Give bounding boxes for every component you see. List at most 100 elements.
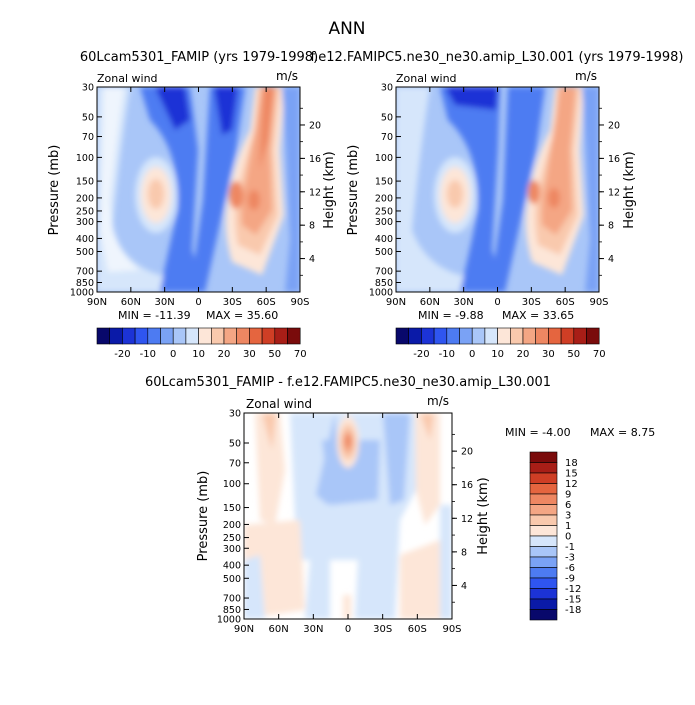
panel-difference-axes: 90N 60N 30N 0 30S 60S 90S 30 50 70 100 150 200 250300… — [217, 409, 473, 636]
panel-right: f.e12.FAMIPC5.ne30_ne30.amip_L30.001 (yr… — [311, 50, 684, 360]
right-colorbar-label: 0 — [469, 349, 475, 360]
left-colorbar-label: 0 — [170, 349, 176, 360]
difference-colorbar-label: 15 — [565, 469, 578, 480]
panel-left-axes: 90N 60N 30N 0 30S 60S 90S 30 50 70 100 150 200 250300… — [70, 83, 321, 309]
left-colorbar-swatch — [223, 327, 237, 345]
right-colorbar-swatch — [395, 327, 409, 345]
difference-colorbar-swatch — [529, 472, 558, 484]
left-colorbar-swatch — [261, 327, 276, 345]
difference-colorbar-swatch — [529, 483, 558, 495]
right-colorbar-swatch — [548, 327, 562, 345]
right-pressure-tick-label: 30 — [381, 83, 393, 94]
panel-difference-min-label: MIN = -4.00 — [505, 426, 571, 439]
difference-pressure-tick-label: 150 — [223, 503, 241, 514]
left-pressure-tick-label: 300 — [76, 217, 94, 228]
right-height-tick-label: 12 — [608, 187, 620, 198]
difference-height-tick-label: 4 — [461, 581, 467, 592]
right-colorbar-swatch — [459, 327, 473, 345]
left-colorbar-swatch — [134, 327, 149, 345]
right-pressure-tick-label: 50 — [381, 112, 393, 123]
left-pressure-tick-label: 250 — [76, 206, 94, 217]
right-x-tick-label: 0 — [494, 297, 500, 308]
left-pressure-tick-label: 500 — [76, 247, 94, 258]
difference-colorbar-swatch — [529, 451, 558, 463]
difference-colorbar-label: 3 — [565, 511, 571, 522]
panel-left-contour-field — [97, 87, 300, 292]
right-x-tick-label: 90S — [589, 297, 608, 308]
right-x-tick-label: 90N — [386, 297, 406, 308]
panel-right-ylabel: Pressure (mb) — [346, 145, 361, 236]
difference-height-tick-label: 20 — [461, 447, 473, 458]
panel-left-units: m/s — [276, 69, 298, 83]
right-height-tick-label: 16 — [608, 154, 620, 165]
left-colorbar-swatch — [160, 327, 174, 345]
left-x-tick-label: 30N — [155, 297, 175, 308]
difference-colorbar-swatch — [529, 609, 558, 621]
left-colorbar-swatch — [249, 327, 263, 345]
right-height-tick-label: 4 — [608, 254, 614, 265]
panel-right-max-label: MAX = 33.65 — [502, 309, 574, 322]
difference-pressure-tick-label: 50 — [229, 439, 241, 450]
difference-x-tick-label: 0 — [345, 624, 351, 635]
panel-difference-ylabel-right: Height (km) — [476, 477, 491, 554]
right-colorbar-label: 30 — [542, 349, 555, 360]
right-colorbar-swatch — [497, 327, 511, 345]
difference-pressure-tick-label: 400 — [223, 561, 241, 572]
left-height-tick-label: 12 — [309, 187, 321, 198]
left-colorbar-swatch — [109, 327, 123, 345]
left-colorbar-swatch — [122, 327, 136, 345]
panel-right-axes: 90N 60N 30N 0 30S 60S 90S 30 50 70 100 150 200 250300… — [369, 83, 620, 309]
difference-colorbar-label: 9 — [565, 490, 571, 501]
panel-right-colorbar: -20 -10 0 10 20 30 50 70 — [395, 327, 606, 360]
difference-pressure-tick-label: 30 — [229, 409, 241, 420]
left-colorbar-swatch — [287, 327, 301, 345]
left-pressure-tick-label: 400 — [76, 234, 94, 245]
left-colorbar-label: 50 — [268, 349, 281, 360]
difference-height-tick-label: 16 — [461, 480, 473, 491]
left-x-tick-label: 60S — [257, 297, 276, 308]
left-colorbar-label: -10 — [140, 349, 156, 360]
right-colorbar-swatch — [471, 327, 486, 345]
right-colorbar-swatch — [446, 327, 460, 345]
figure-title: ANN — [328, 19, 365, 39]
left-colorbar-label: 10 — [192, 349, 205, 360]
left-colorbar-swatch — [96, 327, 110, 345]
difference-colorbar-label: -6 — [565, 563, 575, 574]
left-colorbar-swatch — [198, 327, 212, 345]
difference-colorbar-label: -12 — [565, 584, 581, 595]
difference-colorbar-swatch — [529, 556, 558, 568]
left-pressure-tick-label: 700 — [76, 267, 94, 278]
right-x-tick-label: 60N — [420, 297, 440, 308]
panel-difference-max-label: MAX = 8.75 — [590, 426, 655, 439]
difference-colorbar-swatch — [529, 567, 558, 579]
difference-height-tick-label: 12 — [461, 514, 473, 525]
right-colorbar-swatch — [509, 327, 524, 345]
difference-x-tick-label: 30N — [303, 624, 323, 635]
right-x-tick-label: 60S — [556, 297, 575, 308]
panel-left-title: 60Lcam5301_FAMIP (yrs 1979-1998) — [80, 50, 318, 65]
difference-colorbar-label: 0 — [565, 532, 571, 543]
left-colorbar-label: 20 — [218, 349, 231, 360]
panel-right-units: m/s — [575, 69, 597, 83]
left-colorbar-swatch — [211, 327, 225, 345]
left-x-tick-label: 90N — [87, 297, 107, 308]
difference-pressure-tick-label: 200 — [223, 520, 241, 531]
right-pressure-tick-label: 300 — [375, 217, 393, 228]
difference-colorbar-swatch — [529, 493, 558, 505]
difference-colorbar-swatch — [529, 598, 558, 610]
panel-left-min-label: MIN = -11.39 — [118, 309, 191, 322]
panel-difference-title: 60Lcam5301_FAMIP - f.e12.FAMIPC5.ne30_ne… — [145, 375, 551, 390]
difference-colorbar-label: 1 — [565, 521, 571, 532]
panel-left-ylabel-right: Height (km) — [322, 151, 337, 228]
difference-colorbar-label: -15 — [565, 595, 581, 606]
left-height-tick-label: 8 — [309, 221, 315, 232]
panel-left: 60Lcam5301_FAMIP (yrs 1979-1998) Zonal w… — [47, 50, 337, 360]
difference-colorbar-label: -9 — [565, 574, 575, 585]
left-colorbar-label: 70 — [294, 349, 307, 360]
right-colorbar-swatch — [522, 327, 536, 345]
difference-colorbar-swatch — [529, 504, 558, 516]
right-colorbar-swatch — [535, 327, 549, 345]
right-colorbar-label: 50 — [567, 349, 580, 360]
